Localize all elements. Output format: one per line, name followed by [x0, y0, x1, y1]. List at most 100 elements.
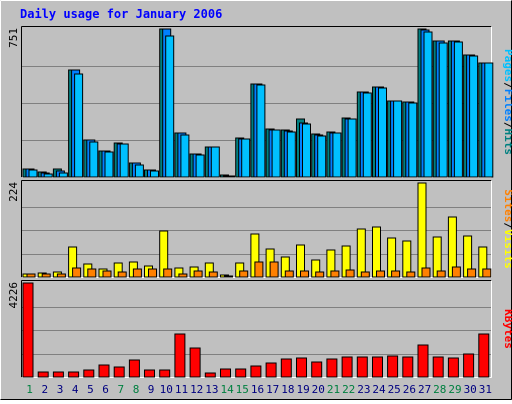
bar-pages-day-10 — [165, 35, 175, 178]
bar-pages-day-25 — [393, 100, 403, 178]
bar-sites-day-2 — [41, 273, 51, 278]
xtick-label: 17 — [266, 383, 279, 396]
ylabel-part: KBytes — [502, 309, 512, 349]
bar-pages-day-17 — [271, 129, 281, 178]
bar-kbytes-day-20 — [311, 361, 323, 378]
bar-kbytes-day-13 — [204, 372, 216, 378]
bar-pages-day-8 — [134, 164, 144, 178]
bar-pages-day-15 — [241, 138, 251, 178]
ytick-max-label: 4226 — [7, 282, 20, 309]
ylabel-part: Visits — [502, 229, 512, 269]
bar-kbytes-day-16 — [250, 365, 262, 378]
bar-pages-day-20 — [317, 135, 327, 178]
xtick-label: 4 — [72, 383, 79, 396]
xtick-label: 3 — [57, 383, 64, 396]
xtick-label: 7 — [117, 383, 124, 396]
ylabel-part: Files — [502, 89, 512, 122]
bar-sites-day-3 — [56, 273, 66, 278]
bar-kbytes-day-10 — [159, 369, 171, 378]
bar-pages-day-23 — [362, 92, 372, 178]
ylabel-part: Sites — [502, 189, 512, 222]
bar-kbytes-day-5 — [83, 369, 95, 378]
bar-sites-day-19 — [300, 270, 309, 278]
xtick-label: 11 — [175, 383, 188, 396]
xtick-label: 18 — [281, 383, 294, 396]
ylabel-part: / — [502, 222, 512, 229]
bar-kbytes-day-19 — [296, 357, 307, 378]
xtick-label: 24 — [372, 383, 386, 396]
bar-pages-day-16 — [256, 84, 266, 178]
bar-sites-day-6 — [102, 270, 112, 278]
bar-pages-day-1 — [28, 169, 38, 178]
xtick-label: 27 — [418, 383, 431, 396]
xtick-label: 1 — [26, 383, 33, 396]
bar-kbytes-day-27 — [417, 344, 429, 378]
xtick-label: 8 — [133, 383, 140, 396]
bar-pages-day-19 — [302, 123, 311, 178]
bar-sites-day-27 — [421, 267, 431, 278]
bar-sites-day-17 — [269, 261, 279, 278]
bar-kbytes-day-17 — [265, 362, 277, 378]
bar-pages-day-27 — [423, 31, 433, 178]
bar-sites-day-24 — [376, 270, 385, 278]
xtick-label: 26 — [403, 383, 416, 396]
bar-kbytes-day-11 — [174, 333, 186, 378]
bar-pages-day-11 — [180, 134, 190, 178]
bar-sites-day-5 — [87, 268, 97, 278]
xtick-label: 9 — [148, 383, 155, 396]
bar-kbytes-day-6 — [98, 364, 110, 378]
bar-kbytes-day-7 — [113, 366, 125, 378]
ytick-max-label: 224 — [7, 182, 20, 202]
bar-pages-day-4 — [74, 73, 84, 178]
bar-sites-day-7 — [117, 271, 127, 278]
bar-kbytes-day-14 — [220, 368, 231, 378]
bar-sites-day-29 — [451, 266, 461, 278]
bar-sites-day-28 — [436, 270, 446, 278]
panel-ylabel: Pages/Files/Hits — [502, 49, 512, 155]
bar-kbytes-day-8 — [128, 359, 140, 378]
bar-pages-day-7 — [119, 143, 129, 178]
bar-sites-day-22 — [345, 269, 355, 278]
bar-pages-day-18 — [286, 131, 296, 178]
bar-sites-day-18 — [284, 270, 294, 278]
xtick-label: 2 — [41, 383, 48, 396]
bar-kbytes-day-21 — [326, 358, 338, 378]
ytick-max-label: 751 — [7, 28, 20, 48]
bar-pages-day-22 — [347, 118, 357, 178]
bar-kbytes-day-28 — [432, 356, 444, 378]
xtick-label: 28 — [433, 383, 446, 396]
bar-sites-day-25 — [391, 270, 401, 278]
xtick-label: 23 — [357, 383, 370, 396]
bar-sites-day-15 — [239, 270, 249, 278]
bar-kbytes-day-26 — [402, 356, 414, 378]
bar-kbytes-day-4 — [68, 371, 80, 378]
xtick-label: 6 — [102, 383, 109, 396]
bar-pages-day-6 — [104, 151, 114, 178]
bar-sites-day-14 — [224, 275, 233, 278]
bar-sites-day-26 — [406, 271, 416, 278]
bar-sites-day-30 — [467, 268, 477, 278]
bar-sites-day-16 — [254, 261, 264, 278]
ylabel-part: Hits — [502, 129, 512, 156]
bar-visits-day-23 — [356, 228, 366, 278]
bar-kbytes-day-15 — [235, 368, 247, 378]
bar-pages-day-30 — [469, 55, 479, 178]
bar-kbytes-day-31 — [478, 333, 490, 378]
xtick-label: 5 — [87, 383, 94, 396]
bar-pages-day-5 — [89, 141, 99, 178]
bar-sites-day-10 — [163, 268, 173, 278]
ylabel-part: Pages — [502, 49, 512, 82]
chart-title: Daily usage for January 2006 — [20, 7, 222, 21]
bar-pages-day-29 — [453, 41, 463, 178]
bar-sites-day-9 — [148, 268, 157, 278]
xtick-label: 25 — [388, 383, 401, 396]
bar-pages-day-14 — [226, 175, 235, 178]
bar-sites-day-13 — [208, 271, 218, 278]
bar-kbytes-day-30 — [463, 353, 475, 378]
bar-pages-day-9 — [150, 170, 159, 178]
bar-sites-day-23 — [360, 271, 370, 278]
xtick-label: 19 — [296, 383, 309, 396]
bar-pages-day-26 — [408, 102, 418, 178]
